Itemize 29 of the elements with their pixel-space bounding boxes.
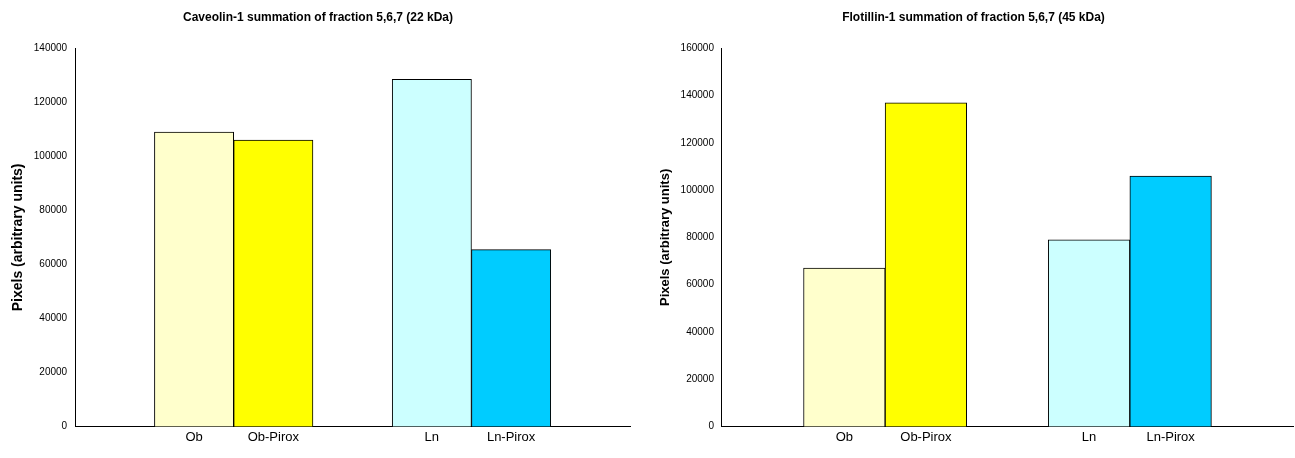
y-tick-label: 80000 xyxy=(39,204,68,216)
y-tick-label: 100000 xyxy=(33,150,68,162)
y-tick-label: 40000 xyxy=(39,312,68,324)
y-tick-label: 80000 xyxy=(686,231,715,243)
x-tick-label: Ln xyxy=(424,428,440,444)
chart-title: Flotillin-1 summation of fraction 5,6,7 (45 kDa) xyxy=(842,9,1105,24)
x-tick-label: Ob-Pirox xyxy=(247,428,300,444)
y-tick-label: 120000 xyxy=(33,96,68,108)
y-tick-label: 140000 xyxy=(33,42,68,54)
y-axis-title: Pixels (arbitrary units) xyxy=(9,163,26,312)
x-tick-label: Ln xyxy=(1081,428,1097,444)
x-tick-label: Ob-Pirox xyxy=(900,428,953,444)
y-tick-label: 120000 xyxy=(680,136,715,148)
y-tick-label: 40000 xyxy=(686,325,715,337)
x-tick-label: Ln-Pirox xyxy=(486,428,536,444)
y-axis-title: Pixels (arbitrary units) xyxy=(657,168,673,307)
y-tick-label: 0 xyxy=(708,420,715,432)
y-tick-label: 100000 xyxy=(680,183,715,195)
y-tick-label: 20000 xyxy=(686,372,715,384)
y-tick-label: 140000 xyxy=(680,89,715,101)
x-tick-label: Ob xyxy=(185,428,203,444)
y-tick-label: 160000 xyxy=(680,42,715,54)
y-tick-label: 20000 xyxy=(39,366,68,378)
y-tick-label: 60000 xyxy=(39,258,68,270)
x-tick-label: Ob xyxy=(835,428,853,444)
x-tick-label: Ln-Pirox xyxy=(1146,428,1196,444)
y-tick-label: 0 xyxy=(61,420,68,432)
chart-title: Caveolin-1 summation of fraction 5,6,7 (22 kDa) xyxy=(182,9,454,24)
y-tick-label: 60000 xyxy=(686,278,715,290)
